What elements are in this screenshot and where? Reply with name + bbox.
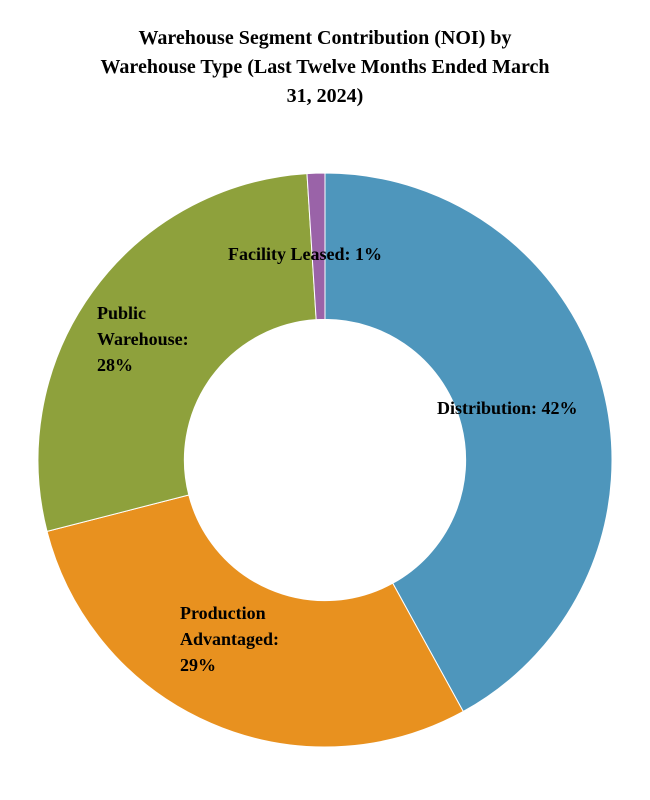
slice-label-distribution: Distribution: 42% — [437, 398, 578, 418]
slice-public-warehouse — [37, 173, 317, 532]
donut-chart: Facility Leased: 1% Public Warehouse: 28… — [37, 172, 613, 748]
chart-title: Warehouse Segment Contribution (NOI) by … — [0, 24, 650, 111]
slice-label-facility-leased: Facility Leased: 1% — [228, 244, 382, 264]
chart-title-line-1: Warehouse Segment Contribution (NOI) by — [138, 27, 512, 49]
chart-title-line-3: 31, 2024) — [286, 85, 364, 107]
slice-facility-leased — [306, 172, 326, 321]
slice-label-public-warehouse: Public Warehouse: 28% — [97, 303, 189, 375]
chart-title-line-2: Warehouse Type (Last Twelve Months Ended… — [100, 56, 550, 78]
slice-production-advantaged — [46, 494, 464, 748]
donut-svg — [37, 172, 613, 748]
slice-label-production-advantaged: Production Advantaged: 29% — [180, 603, 280, 675]
slice-distribution — [324, 172, 613, 713]
